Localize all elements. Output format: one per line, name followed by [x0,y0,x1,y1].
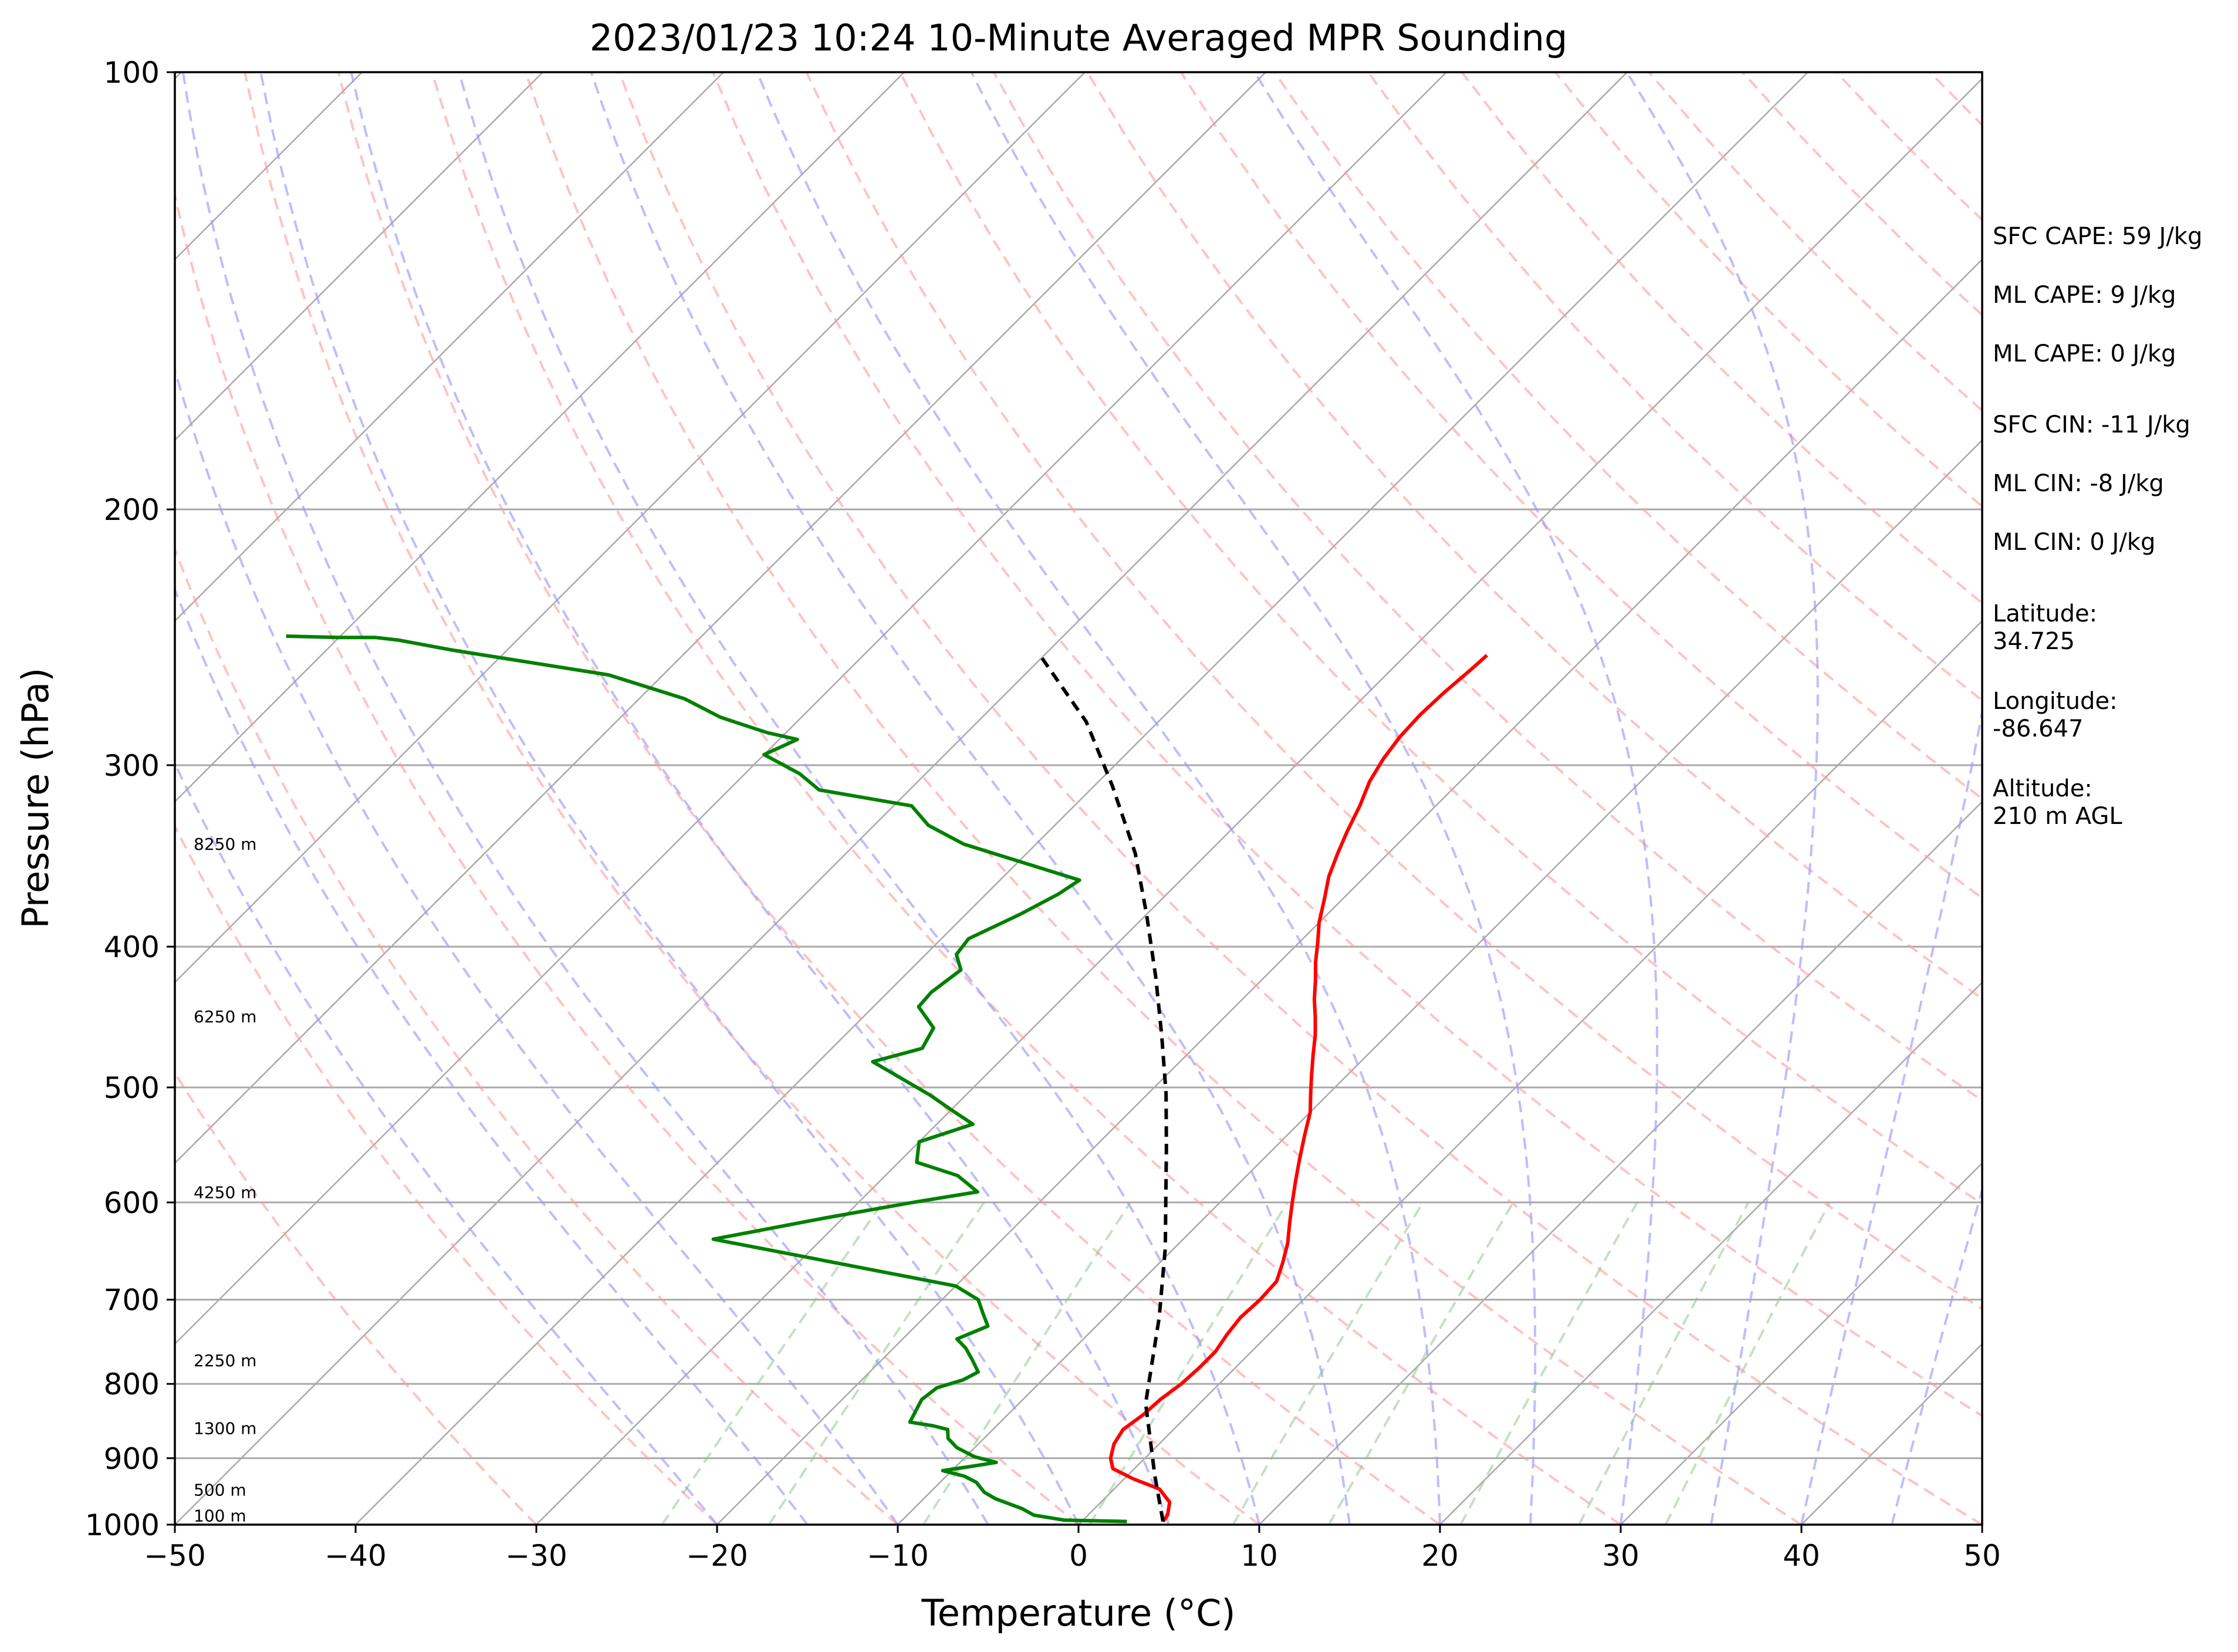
moist-adiabat-line [53,72,808,1525]
ml-cin-label: ML CIN: -8 J/kg [1993,470,2164,497]
height-label: 500 m [194,1481,246,1500]
isotherm-line [0,72,1,1525]
isotherm-line [175,72,1627,1525]
moist-adiabat-line [1255,72,1657,1525]
isotherm-line [0,72,1266,1525]
ml-cin-label-2: ML CIN: 0 J/kg [1993,529,2155,556]
height-label: 4250 m [194,1183,256,1202]
latitude-value: 34.725 [1993,628,2075,655]
moist-adiabat-line [261,72,1079,1525]
sounding-parameters: SFC CAPE: 59 J/kg ML CAPE: 9 J/kg ML CAP… [1993,223,2202,830]
y-tick-label: 900 [104,1442,160,1476]
y-axis-ticks: 100 200 300 400 500 600 700 800 900 1000 [85,56,175,1542]
altitude-value: 210 m AGL [1993,803,2122,830]
isotherm-line [717,72,2169,1525]
x-tick-label: 10 [1240,1539,1278,1573]
ml-cape-label-2: ML CAPE: 0 J/kg [1993,340,2176,367]
x-tick-label: 40 [1783,1539,1820,1573]
mixing-ratio-line [1233,1202,1423,1525]
sfc-cape-label: SFC CAPE: 59 J/kg [1993,223,2202,250]
height-label: 100 m [194,1506,246,1526]
ml-cape-label: ML CAPE: 9 J/kg [1993,282,2176,309]
dry-adiabat-line [245,72,1259,1525]
moist-adiabat-line [591,72,1350,1525]
dry-adiabat-line [526,72,1801,1525]
y-tick-label: 600 [104,1186,160,1220]
height-label: 8250 m [194,835,256,854]
x-tick-label: 20 [1421,1539,1459,1573]
longitude-value: -86.647 [1993,715,2083,742]
x-axis-ticks: −50 −40 −30 −20 −10 0 10 20 30 40 50 [144,1525,2001,1573]
mixing-ratio-line [1090,1202,1287,1525]
y-tick-label: 300 [104,749,160,783]
longitude-label: Longitude: [1993,688,2117,715]
mixing-ratio-line [1666,1202,1830,1525]
sfc-cin-label: SFC CIN: -11 J/kg [1993,411,2190,438]
x-tick-label: −30 [505,1539,567,1573]
mixing-ratio-line [1579,1202,1749,1525]
y-tick-label: 1000 [85,1508,160,1542]
chart-title: 2023/01/23 10:24 10-Minute Averaged MPR … [590,16,1568,59]
height-label: 6250 m [194,1007,256,1026]
dry-adiabat-line [2210,72,2238,1525]
x-tick-label: −40 [324,1539,387,1573]
x-tick-label: 30 [1602,1539,1639,1573]
dry-adiabat-line [151,72,1079,1525]
isotherm-line [536,72,1989,1525]
dewpoint-profile-line [286,636,1127,1522]
dry-adiabat-line [58,72,898,1525]
y-tick-label: 100 [104,56,160,90]
y-tick-label: 200 [104,493,160,527]
y-tick-label: 500 [104,1071,160,1105]
y-tick-label: 400 [104,930,160,964]
height-label: 1300 m [194,1418,256,1438]
mixing-ratio-line [769,1202,984,1525]
plot-frame [175,72,1982,1525]
latitude-label: Latitude: [1993,600,2097,627]
x-tick-label: 50 [1963,1539,2001,1573]
x-axis-title: Temperature (°C) [921,1592,1235,1634]
y-tick-label: 700 [104,1283,160,1317]
y-axis-title: Pressure (hPa) [14,668,57,929]
y-tick-label: 800 [104,1367,160,1401]
x-tick-label: −50 [144,1539,206,1573]
altitude-label: Altitude: [1993,775,2092,802]
dry-adiabat-line [0,72,536,1525]
x-tick-label: 0 [1069,1539,1088,1573]
height-label: 2250 m [194,1351,256,1370]
height-labels: 100 m 500 m 1300 m 2250 m 4250 m 6250 m 8250 m [194,835,256,1526]
x-tick-label: −20 [686,1539,748,1573]
background-lines [0,72,2238,1525]
x-tick-label: −10 [867,1539,929,1573]
dry-adiabat-line [619,72,1982,1525]
moist-adiabat-line [351,72,1169,1525]
isotherm-line [0,72,1446,1525]
series-lines [286,636,1488,1522]
